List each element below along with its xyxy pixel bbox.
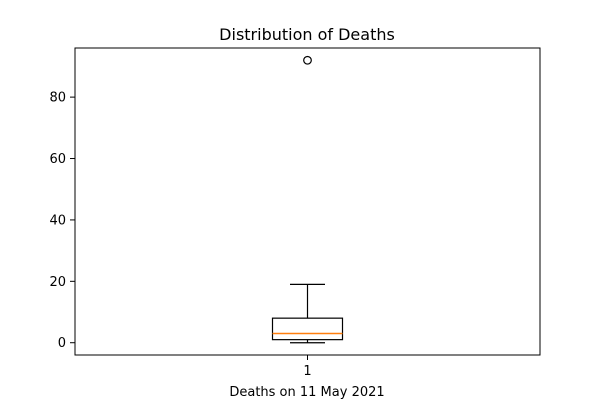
y-axis-ticks: 0 20 40 60 80 <box>49 91 75 351</box>
x-axis-label: Deaths on 11 May 2021 <box>229 385 384 400</box>
y-tick-label: 60 <box>49 152 66 167</box>
outlier-point <box>303 55 312 65</box>
y-tick-label: 20 <box>49 275 66 290</box>
y-tick-label: 0 <box>58 336 66 351</box>
iqr-box <box>271 317 344 341</box>
x-tick-label: 1 <box>303 364 311 379</box>
y-tick-label: 80 <box>49 91 66 106</box>
x-axis-ticks: 1 <box>303 355 312 379</box>
chart-title: Distribution of Deaths <box>219 25 395 44</box>
y-tick-label: 40 <box>49 213 66 228</box>
box-series <box>271 55 344 344</box>
